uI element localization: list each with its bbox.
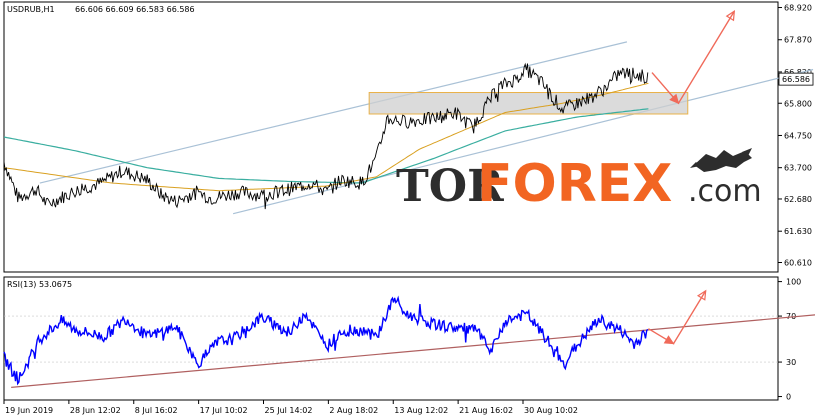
rsi-marks (3, 289, 815, 388)
time-tick-label: 28 Jun 12:02 (70, 406, 121, 415)
rsi-forecast-arrow-head (696, 289, 707, 301)
price-tick-label: 61.630 (784, 227, 812, 236)
symbol-label: USDRUB,H1 (7, 5, 55, 14)
time-axis: 19 Jun 2019 28 Jun 12:02 8 Jul 16:02 17 Jul… (3, 400, 578, 415)
forecast-arrow-head (669, 93, 680, 105)
time-tick-label: 13 Aug 12:02 (394, 406, 448, 415)
logo-text-tor: TOR (396, 161, 504, 212)
price-panel: 60.610 61.630 62.680 63.700 64.750 65.800 66.8… (3, 1, 814, 273)
price-tick-label: 66.820 (784, 68, 812, 77)
rsi-plot-frame (3, 276, 779, 401)
ohlc-label: 66.606 66.609 66.583 66.586 (75, 5, 195, 14)
current-price-label: 66.586 (782, 75, 810, 84)
bull-bear-icon (690, 148, 752, 172)
logo-text-com: .com (688, 174, 762, 209)
price-tick-label: 62.680 (784, 195, 812, 204)
time-tick-label: 17 Jul 10:02 (200, 406, 248, 415)
price-tick-label: 63.700 (784, 164, 812, 173)
rsi-forecast-arrow-head (663, 335, 675, 345)
rsi-tick-label: 0 (786, 393, 791, 402)
current-price-box (778, 72, 814, 86)
channel-line (39, 41, 628, 184)
time-tick-label: 2 Aug 18:02 (329, 406, 378, 415)
price-axis: 60.610 61.630 62.680 63.700 64.750 65.800 66.8… (778, 4, 812, 267)
price-series (3, 62, 649, 210)
rsi-label: RSI(13) 53.0675 (7, 280, 72, 289)
price-tick-label: 64.750 (784, 131, 812, 140)
time-tick-label: 25 Jul 14:02 (265, 406, 313, 415)
time-tick-label: 8 Jul 16:02 (135, 406, 178, 415)
forecast-arrow-head (725, 10, 736, 22)
rsi-series (3, 295, 649, 386)
time-tick-label: 19 Jun 2019 (5, 406, 53, 415)
rsi-trend-line (11, 314, 815, 388)
channel-line (232, 68, 814, 215)
ma-fast-line (3, 82, 649, 192)
time-tick-label: 30 Aug 10:02 (524, 406, 578, 415)
logo-text-forex: FOREX (477, 154, 672, 214)
time-tick-label: 21 Aug 16:02 (459, 406, 513, 415)
price-tick-label: 68.920 (784, 4, 812, 13)
rsi-panel: 03070100 RSI(13) 53.0675 (3, 276, 815, 402)
price-tick-label: 60.610 (784, 258, 812, 267)
resistance-zone (368, 92, 689, 115)
ma-slow-line (3, 108, 649, 184)
price-tick-label: 67.870 (784, 36, 812, 45)
rsi-tick-label: 30 (786, 358, 796, 367)
price-marks: 66.586 (3, 10, 814, 215)
price-tick-label: 65.800 (784, 99, 812, 108)
price-plot-frame (3, 1, 779, 273)
torforex-logo: TOR FOREX .com (396, 148, 762, 214)
rsi-tick-label: 100 (786, 278, 801, 287)
